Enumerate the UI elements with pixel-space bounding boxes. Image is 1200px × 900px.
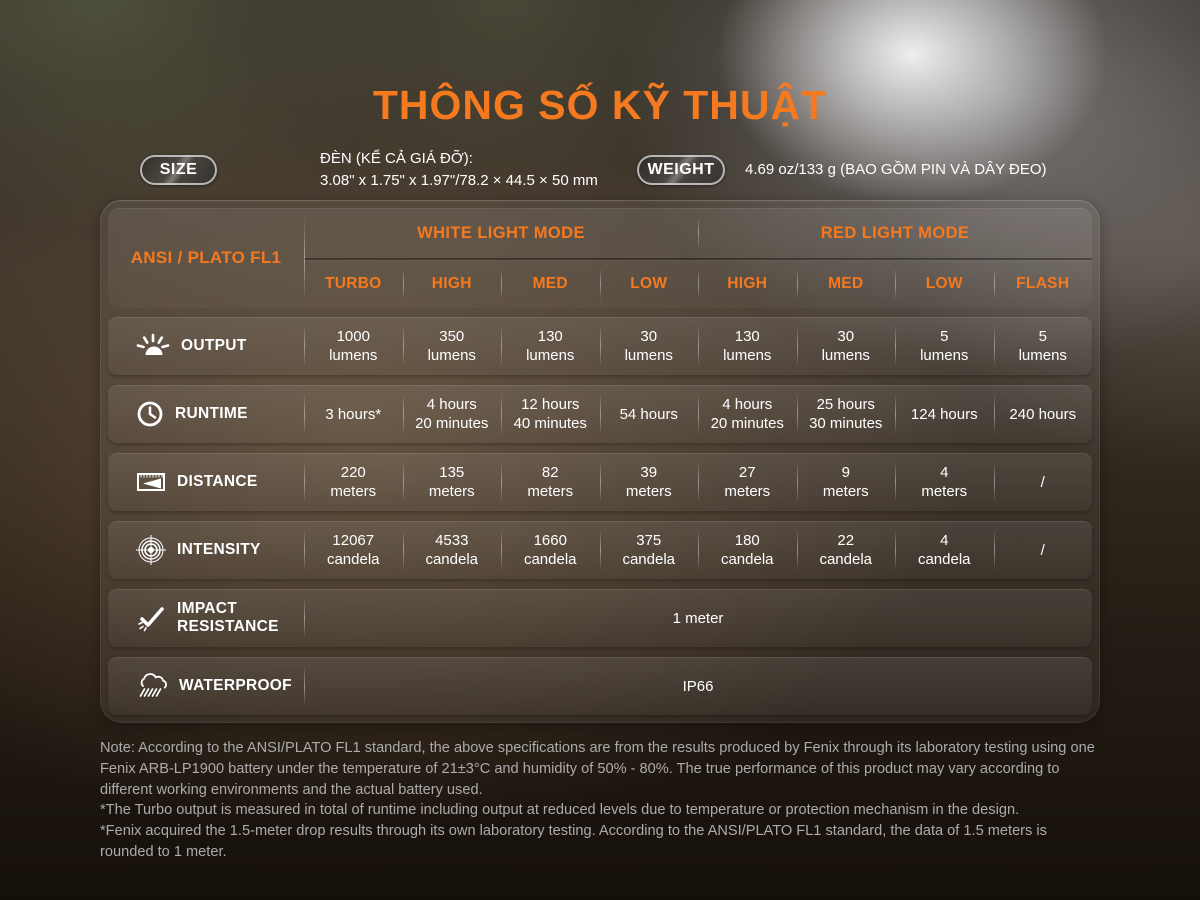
runtime-row-label: RUNTIME (108, 385, 304, 443)
level-header-red-high: HIGH (698, 260, 797, 308)
intensity-red-high-cell: 180 candela (698, 521, 797, 579)
runtime-white-high-cell: 4 hours 20 minutes (402, 385, 502, 443)
waterproof-row-label: WATERPROOF (108, 657, 304, 715)
spec-table: ANSI / PLATO FL1 WHITE LIGHT MODE RED LI… (100, 200, 1100, 723)
table-row-distance: DISTANCE 220 meters 135 meters 82 meters 39… (108, 453, 1092, 511)
runtime-flash-cell: 240 hours (993, 385, 1093, 443)
table-row-output: OUTPUT 1000 lumens 350 lumens 130 lumens 30… (108, 317, 1092, 375)
output-white-low-cell: 30 lumens (599, 317, 699, 375)
intensity-row-label: INTENSITY (108, 521, 304, 579)
beam-distance-icon (136, 470, 166, 494)
size-spec-line1: ĐÈN (KỂ CẢ GIÁ ĐỠ): (320, 150, 473, 167)
table-header-right: WHITE LIGHT MODE RED LIGHT MODE TURBO HI… (304, 208, 1092, 308)
level-header-turbo: TURBO (324, 275, 382, 292)
runtime-white-med-cell: 12 hours 40 minutes (501, 385, 600, 443)
intensity-turbo-cell: 12067 candela (304, 521, 403, 579)
runtime-red-high-cell: 4 hours 20 minutes (698, 385, 797, 443)
level-header-red-med: MED (796, 260, 896, 308)
output-flash-cell: 5 lumens (993, 317, 1093, 375)
footnote-ansi: Note: According to the ANSI/PLATO FL1 st… (100, 740, 1095, 798)
impact-value-cell: 1 meter (304, 589, 1092, 647)
impact-row-label: IMPACT RESISTANCE (108, 589, 304, 647)
runtime-red-med-cell: 25 hours 30 minutes (796, 385, 896, 443)
distance-red-med-cell: 9 meters (796, 453, 896, 511)
distance-white-high-cell: 135 meters (402, 453, 502, 511)
level-header-flash: FLASH (993, 260, 1093, 308)
intensity-red-med-cell: 22 candela (796, 521, 896, 579)
target-icon (136, 535, 166, 565)
footnote-drop: *Fenix acquired the 1.5-meter drop resul… (100, 823, 1047, 860)
distance-flash-cell: / (993, 453, 1093, 511)
sunburst-icon (136, 333, 170, 359)
level-header-row: TURBO HIGH MED LOW HIGH MED LOW FLASH (304, 258, 1092, 308)
rain-cloud-icon (136, 672, 168, 700)
output-white-med-cell: 130 lumens (501, 317, 600, 375)
intensity-flash-cell: / (993, 521, 1093, 579)
table-row-intensity: INTENSITY 12067 candela 4533 candela 1660 c… (108, 521, 1092, 579)
impact-row-label-text: IMPACT RESISTANCE (177, 600, 279, 635)
page-title: THÔNG SỐ KỸ THUẬT (372, 82, 828, 128)
distance-red-high-cell: 27 meters (698, 453, 797, 511)
clock-icon (136, 400, 164, 428)
output-red-low-cell: 5 lumens (895, 317, 994, 375)
runtime-red-low-cell: 124 hours (895, 385, 994, 443)
intensity-row-label-text: INTENSITY (177, 541, 261, 558)
level-header-red-low: LOW (895, 260, 994, 308)
output-row-label: OUTPUT (108, 317, 304, 375)
table-header: ANSI / PLATO FL1 WHITE LIGHT MODE RED LI… (108, 208, 1092, 308)
output-turbo-cell: 1000 lumens (304, 317, 403, 375)
intensity-white-low-cell: 375 candela (599, 521, 699, 579)
distance-red-low-cell: 4 meters (895, 453, 994, 511)
distance-white-low-cell: 39 meters (599, 453, 699, 511)
size-spec-line2: 3.08" x 1.75" x 1.97"/78.2 × 44.5 × 50 m… (320, 172, 598, 189)
table-corner-label: ANSI / PLATO FL1 (130, 248, 282, 267)
size-spec-text: ĐÈN (KỂ CẢ GIÁ ĐỠ): 3.08" x 1.75" x 1.97… (320, 148, 598, 192)
white-light-mode-header: WHITE LIGHT MODE (417, 223, 585, 242)
table-row-runtime: RUNTIME 3 hours* 4 hours 20 minutes 12 ho… (108, 385, 1092, 443)
output-red-high-cell: 130 lumens (698, 317, 797, 375)
distance-row-label: DISTANCE (108, 453, 304, 511)
level-header-white-high: HIGH (402, 260, 502, 308)
runtime-white-low-cell: 54 hours (599, 385, 699, 443)
size-badge-label: SIZE (159, 161, 198, 178)
intensity-red-low-cell: 4 candela (895, 521, 994, 579)
intensity-white-high-cell: 4533 candela (402, 521, 502, 579)
distance-row-label-text: DISTANCE (177, 473, 258, 490)
runtime-row-label-text: RUNTIME (175, 405, 248, 422)
level-header-white-low: LOW (599, 260, 699, 308)
weight-spec-text: 4.69 oz/133 g (BAO GỒM PIN VÀ DÂY ĐEO) (745, 161, 1047, 178)
waterproof-row-label-text: WATERPROOF (179, 677, 292, 694)
table-row-impact-resistance: IMPACT RESISTANCE 1 meter (108, 589, 1092, 647)
red-light-mode-header: RED LIGHT MODE (698, 208, 1092, 258)
mode-header-row: WHITE LIGHT MODE RED LIGHT MODE (304, 208, 1092, 258)
distance-turbo-cell: 220 meters (304, 453, 403, 511)
output-row-label-text: OUTPUT (181, 337, 247, 354)
size-badge: SIZE (140, 155, 217, 185)
weight-badge-label: WEIGHT (647, 161, 715, 178)
weight-badge: WEIGHT (637, 155, 725, 185)
waterproof-value-cell: IP66 (304, 657, 1092, 715)
footnote-turbo: *The Turbo output is measured in total o… (100, 802, 1020, 819)
distance-white-med-cell: 82 meters (501, 453, 600, 511)
table-row-waterproof: WATERPROOF IP66 (108, 657, 1092, 715)
runtime-turbo-cell: 3 hours* (304, 385, 403, 443)
output-white-high-cell: 350 lumens (402, 317, 502, 375)
footnotes: Note: According to the ANSI/PLATO FL1 st… (100, 738, 1100, 863)
intensity-white-med-cell: 1660 candela (501, 521, 600, 579)
output-red-med-cell: 30 lumens (796, 317, 896, 375)
impact-hammer-icon (136, 605, 166, 632)
level-header-white-med: MED (501, 260, 600, 308)
